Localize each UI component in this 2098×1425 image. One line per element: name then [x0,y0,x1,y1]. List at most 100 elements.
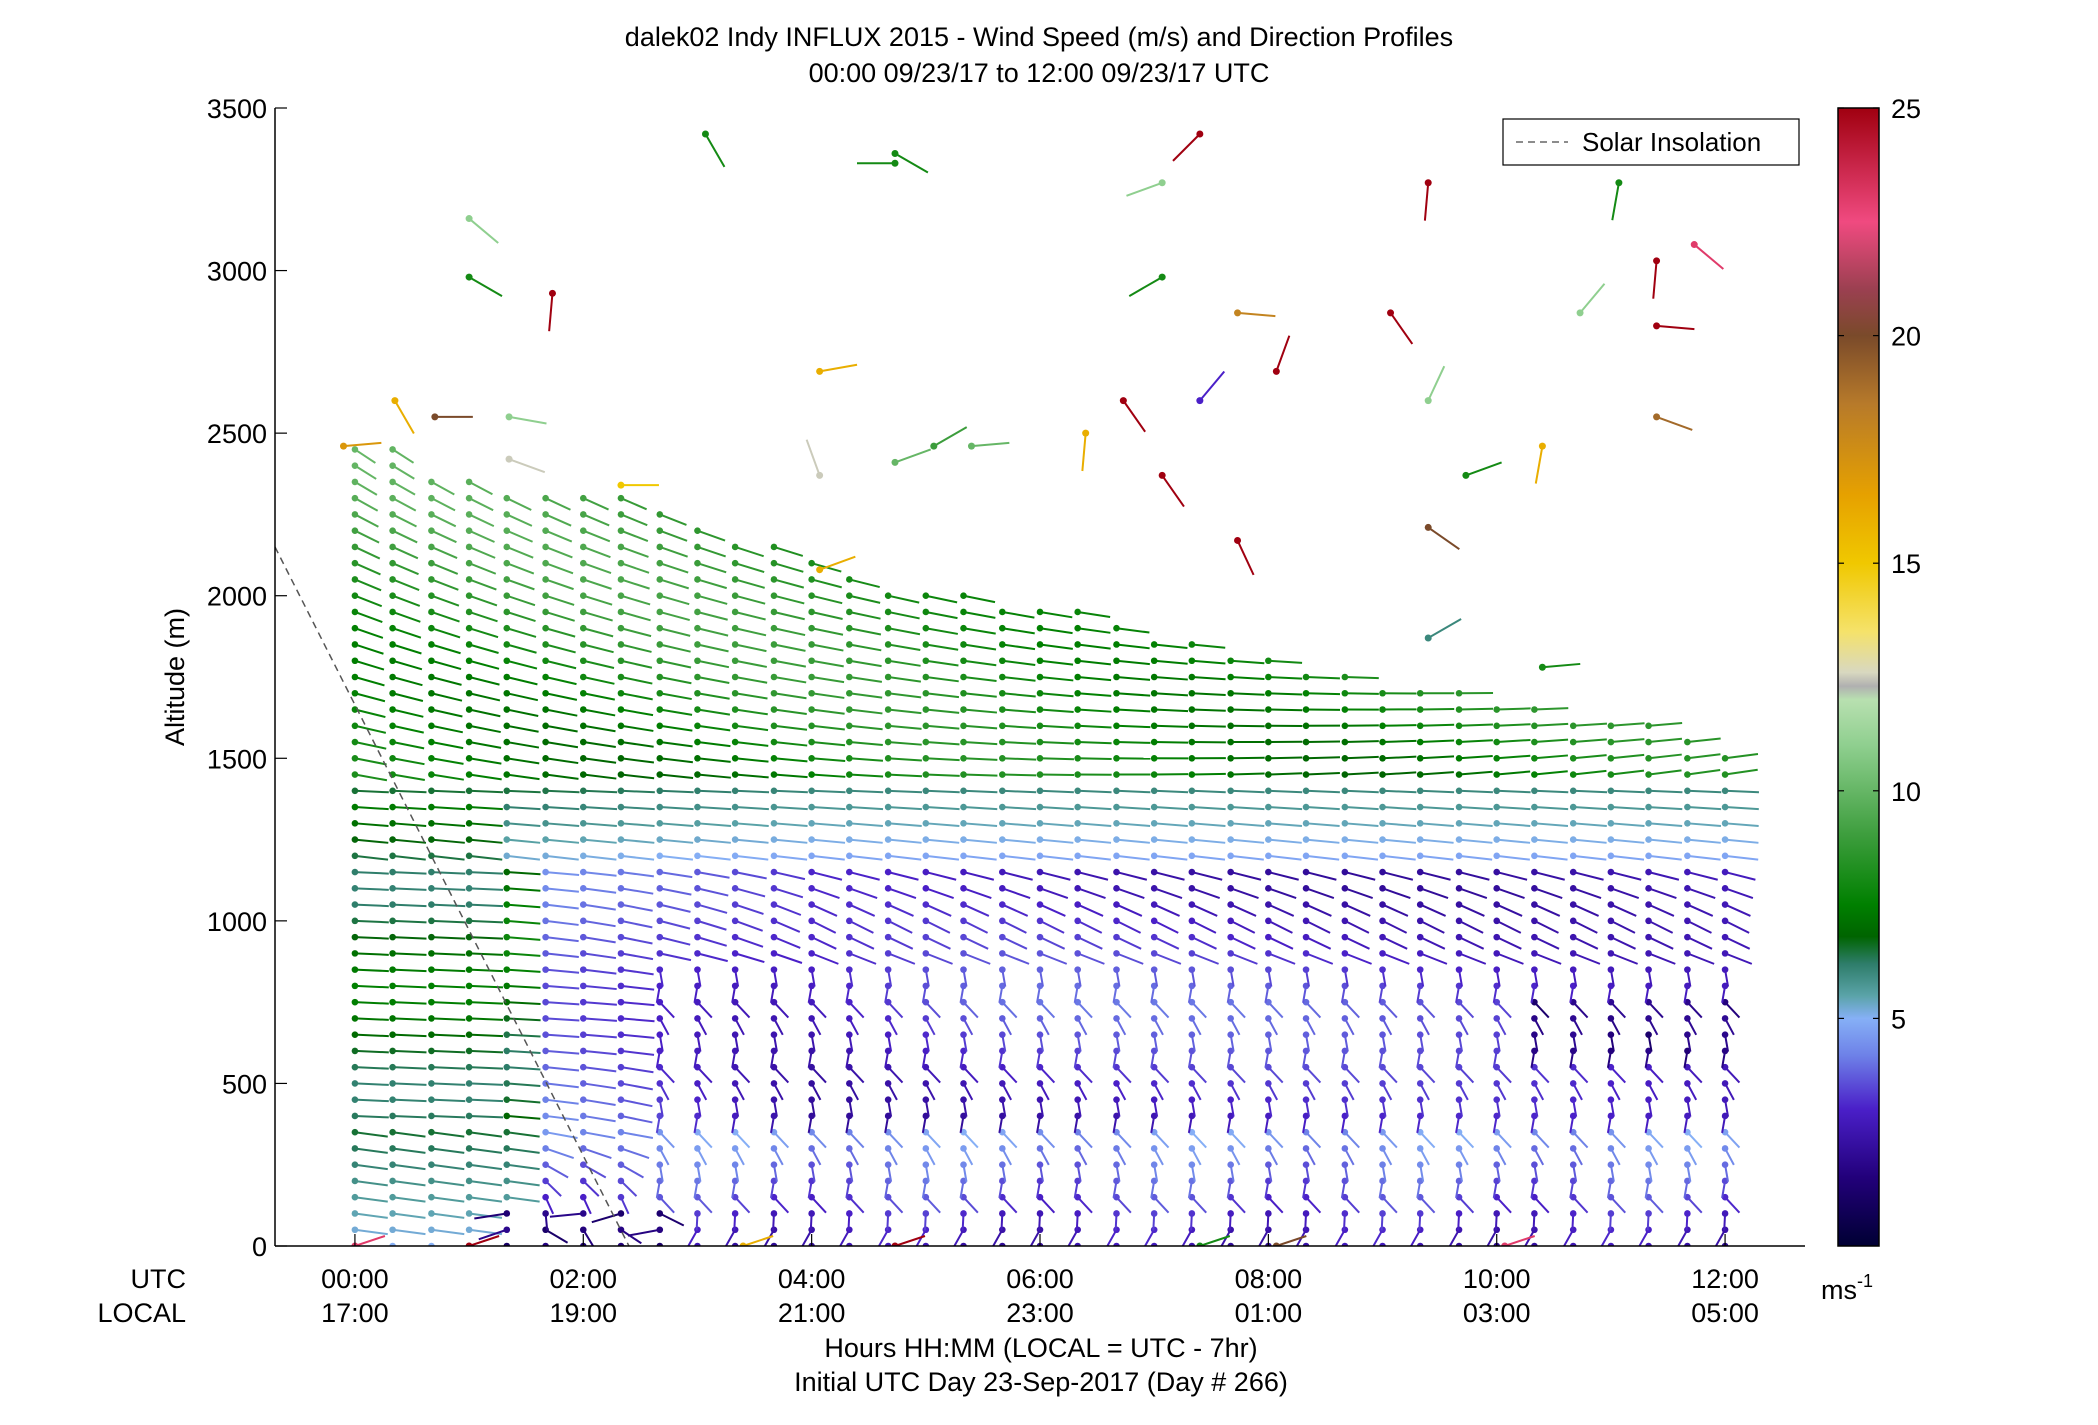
wind-barb-dot [389,1161,396,1168]
wind-barb-shaft [1040,905,1065,916]
wind-barb-shaft [355,579,381,590]
wind-barb-dot [732,755,739,762]
wind-barb [428,1096,465,1103]
wind-barb-dot [1722,836,1729,843]
wind-barb [808,592,842,603]
wind-barb-shaft [1420,888,1448,898]
wind-barb-dot [846,966,853,973]
wind-barb [389,722,423,732]
wind-barb-dot [352,950,359,957]
wind-barb-shaft [849,856,882,860]
wind-barb-shaft [1238,540,1254,574]
wind-barb-shaft [1459,724,1493,725]
wind-barb-shaft [1534,937,1559,949]
wind-barb [542,1031,579,1038]
wind-barb-dot [1151,1031,1158,1038]
wind-barb-shaft [1480,1246,1497,1261]
wind-barb-shaft [621,1083,653,1089]
wind-barb-dot [732,885,739,892]
wind-barb-dot [1037,674,1044,681]
wind-barb [1379,1064,1397,1083]
wind-barb-dot [466,771,473,778]
wind-barb-dot [389,901,396,908]
wind-barb-dot [1379,788,1386,795]
wind-barb [999,788,1036,795]
wind-barb [846,1064,864,1083]
wind-barb-shaft [926,856,959,860]
wind-barb-shaft [393,888,427,889]
wind-barb-shaft [1657,326,1695,329]
wind-barb-shaft [735,775,769,778]
wind-barb-shaft [660,693,692,699]
wind-barb-dot [1151,657,1158,664]
wind-barb-dot [618,804,625,811]
y-tick-label: 2000 [207,582,267,612]
wind-barb-shaft [1611,723,1645,725]
wind-barb-shaft [393,498,416,510]
wind-barb-dot [1113,1015,1120,1022]
wind-barb-shaft [660,514,687,525]
wind-barb [885,690,921,697]
wind-barb-shaft [393,742,425,748]
wind-barb-dot [923,1080,930,1087]
wind-barb-dot [1074,1080,1081,1087]
wind-barb-shaft [549,293,552,331]
wind-barb-dot [1113,706,1120,713]
wind-barb-shaft [431,628,460,637]
wind-barb [1379,788,1416,795]
wind-barb [1684,999,1702,1018]
wind-barb-shaft [1345,823,1379,826]
wind-barb-isolated [1536,443,1546,484]
wind-barb-shaft [735,758,768,761]
wind-barb-shaft [1231,791,1265,792]
wind-barb [846,625,881,635]
wind-barb-shaft [1002,661,1035,665]
wind-barb-shaft [697,888,728,895]
wind-barb-dot [1037,836,1044,843]
wind-barb-shaft [1002,726,1036,728]
wind-barb [466,609,498,622]
wind-barb-shaft [964,921,988,933]
wind-barb [542,592,574,605]
wind-barb [960,592,995,602]
wind-barb-dot [542,495,549,502]
wind-barb [542,1145,573,1158]
wind-barb-dot [999,657,1006,664]
wind-barb [542,934,578,941]
wind-barb-shaft [431,482,454,495]
wind-barb [1456,788,1493,795]
wind-barb-dot [466,853,473,860]
wind-barb [1608,739,1645,746]
wind-barb [771,674,807,683]
wind-barb-dot [1265,918,1272,925]
wind-barb-dot [1113,836,1120,843]
wind-barb-shaft [355,1197,388,1201]
wind-barb-dot [580,918,587,925]
wind-barb [808,739,845,746]
wind-barb [503,1015,540,1022]
wind-barb-shaft [431,953,465,954]
wind-barb [1456,999,1474,1018]
wind-barb [808,869,842,880]
colorbar-tick-label: 20 [1891,322,1921,352]
wind-barb-dot [1189,1015,1196,1022]
legend: Solar Insolation [1503,119,1799,165]
wind-barb [389,495,415,511]
wind-barb-dot [1379,1161,1386,1168]
wind-barb [1722,901,1751,916]
wind-barb-shaft [926,596,957,603]
wind-barb-dot [1265,804,1272,811]
wind-barb [1379,755,1416,762]
wind-barb-shaft [820,557,856,570]
wind-barb-shaft [546,775,579,779]
wind-barb-shaft [546,644,576,652]
colorbar-unit-label: ms-1 [1821,1271,1873,1305]
wind-barb [428,592,459,605]
wind-barb-dot [1645,1161,1652,1168]
wind-barb [1303,690,1340,697]
wind-barb-shaft [1154,726,1188,727]
wind-barb-shaft [1289,1246,1306,1261]
wind-barb-dot [885,934,892,941]
wind-barb-dot [999,836,1006,843]
wind-barb-dot [891,459,898,466]
